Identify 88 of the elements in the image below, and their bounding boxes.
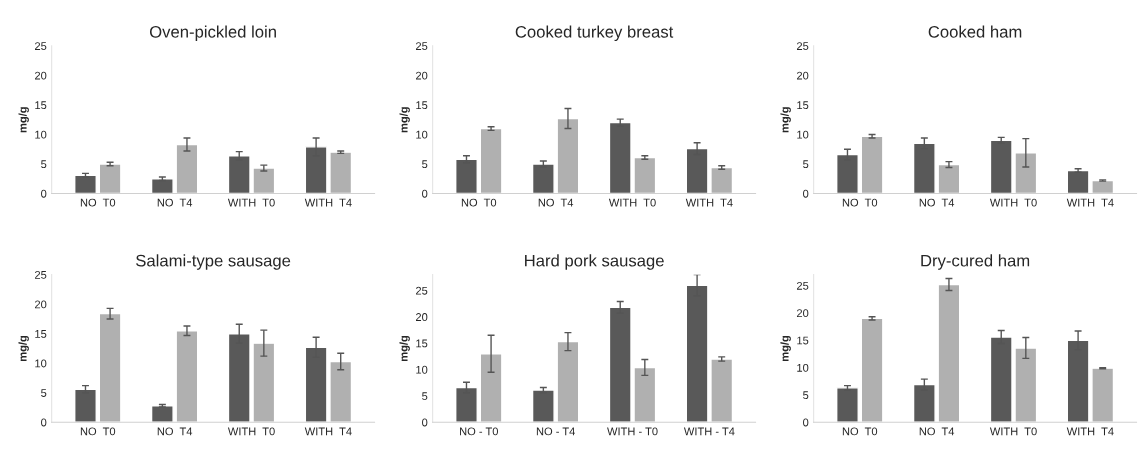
y-axis-title: mg/g — [399, 335, 410, 362]
x-tick-label: NO T4 — [919, 427, 955, 436]
y-tick-label: 10 — [35, 130, 47, 139]
x-tick-label: WITH T4 — [304, 427, 352, 436]
bar — [150, 405, 174, 423]
y-tick-label: 25 — [415, 286, 428, 295]
x-tick-label: NO T0 — [842, 198, 878, 207]
y-tick-label: 5 — [803, 391, 809, 400]
y-tick-label: 0 — [803, 189, 809, 198]
x-tick-label: NO T4 — [157, 198, 193, 207]
y-tick-label: 0 — [41, 418, 47, 427]
y-tick-label: 15 — [797, 336, 809, 345]
y-tick-label: 15 — [416, 101, 428, 110]
y-tick-label: 15 — [35, 330, 47, 338]
y-tick-label: 25 — [796, 281, 809, 290]
y-tick-label: 20 — [415, 71, 428, 80]
y-tick-label: 5 — [422, 160, 428, 169]
y-tick-label: 25 — [35, 42, 47, 51]
y-tick-label: 10 — [416, 365, 428, 374]
x-tick-label: NO T0 — [842, 427, 878, 436]
chart-title: Oven-pickled loin — [149, 25, 276, 42]
bar — [150, 178, 174, 194]
x-tick-label: WITH T4 — [304, 198, 352, 207]
chart-title: Dry-cured ham — [921, 254, 1030, 270]
x-tick-label: WITH T0 — [227, 427, 275, 436]
x-tick-label: WITH T0 — [989, 198, 1037, 207]
y-tick-label: 10 — [797, 363, 809, 372]
bar — [175, 330, 199, 423]
y-axis-title: mg/g — [18, 335, 29, 362]
bar — [836, 387, 859, 423]
x-tick-label: NO T0 — [461, 198, 497, 207]
y-tick-label: 20 — [796, 71, 809, 80]
x-tick-label: NO T4 — [919, 198, 955, 207]
y-tick-label: 10 — [797, 130, 809, 139]
bar — [98, 312, 122, 423]
y-tick-label: 15 — [416, 339, 428, 348]
y-tick-label: 10 — [35, 359, 47, 368]
y-axis-title: mg/g — [780, 107, 791, 133]
x-tick-label: WITH T0 — [989, 427, 1037, 436]
y-axis-title: mg/g — [18, 107, 29, 133]
y-tick-label: 5 — [41, 160, 47, 169]
y-tick-label: 20 — [796, 309, 809, 318]
bar — [860, 135, 884, 194]
y-tick-label: 20 — [415, 313, 428, 321]
y-tick-label: 15 — [35, 101, 47, 110]
y-tick-label: 0 — [803, 418, 809, 427]
bar — [860, 317, 884, 423]
y-tick-label: 25 — [796, 42, 809, 51]
bar — [74, 388, 97, 423]
y-tick-label: 25 — [35, 270, 47, 279]
x-tick-label: WITH T4 — [685, 198, 733, 207]
x-tick-label: WITH T4 — [1066, 198, 1114, 207]
bar — [836, 153, 859, 194]
y-tick-label: 20 — [35, 71, 47, 80]
y-axis-title: mg/g — [780, 335, 791, 362]
bar — [455, 158, 478, 194]
y-axis-title: mg/g — [399, 107, 410, 133]
x-tick-label: NO - T4 — [536, 427, 575, 436]
y-tick-label: 5 — [422, 392, 428, 401]
y-tick-label: 0 — [422, 418, 428, 427]
chart-title: Salami-type sausage — [136, 254, 291, 270]
y-tick-label: 20 — [35, 300, 47, 309]
x-tick-label: WITH - T0 — [607, 427, 658, 436]
chart-title: Hard pork sausage — [525, 254, 664, 270]
y-tick-label: 5 — [803, 160, 809, 169]
x-tick-label: WITH T4 — [1066, 427, 1114, 436]
y-tick-label: 10 — [416, 130, 428, 139]
y-tick-label: 25 — [415, 42, 428, 51]
x-tick-label: NO - T0 — [460, 427, 498, 436]
y-tick-label: 15 — [797, 101, 809, 110]
x-tick-label: WITH - T4 — [683, 427, 735, 436]
chart-title: Cooked turkey breast — [515, 25, 674, 42]
x-tick-label: NO T0 — [80, 427, 116, 436]
bar — [175, 143, 199, 194]
x-tick-label: NO T4 — [157, 427, 193, 436]
x-tick-label: NO T0 — [80, 198, 116, 207]
bar — [479, 127, 503, 194]
bar — [479, 353, 503, 423]
chart-title: Cooked ham — [928, 25, 1022, 38]
bar — [455, 386, 478, 423]
bar — [74, 174, 97, 194]
bar — [98, 163, 122, 194]
y-tick-label: 0 — [422, 189, 428, 198]
y-tick-label: 5 — [41, 389, 47, 397]
x-tick-label: WITH T0 — [227, 198, 275, 207]
x-tick-label: WITH T0 — [608, 198, 656, 207]
x-tick-label: NO T4 — [538, 198, 574, 207]
y-tick-label: 0 — [41, 189, 47, 198]
